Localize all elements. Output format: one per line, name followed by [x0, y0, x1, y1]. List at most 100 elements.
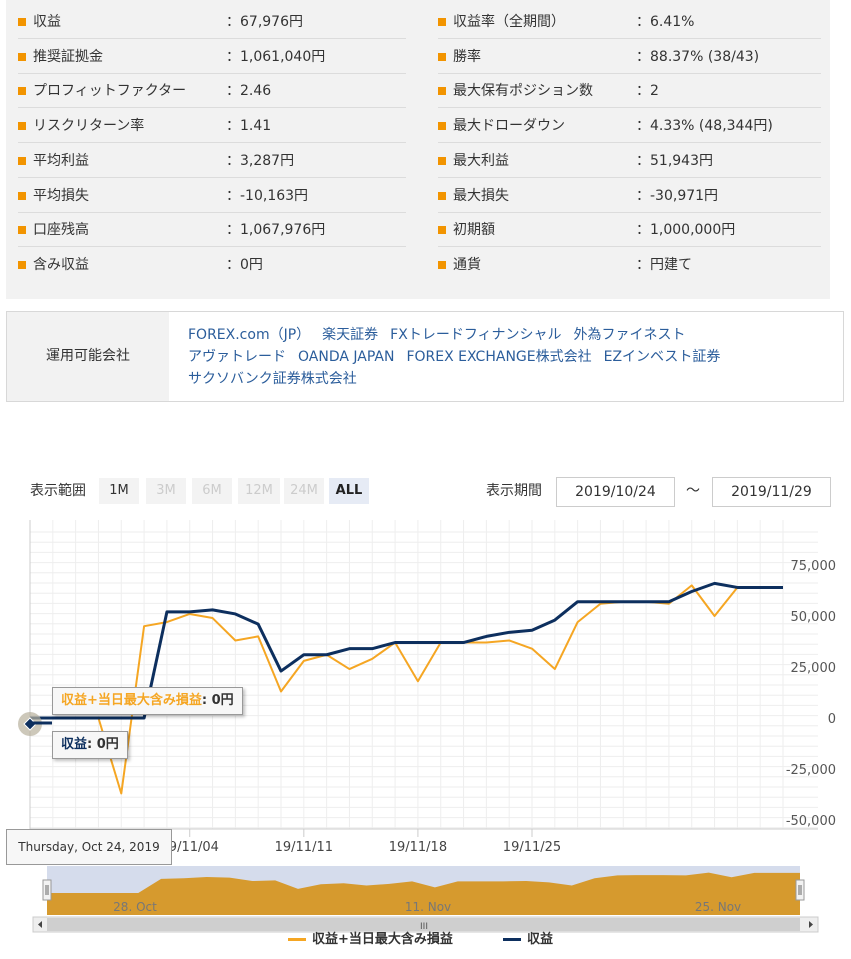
company-link[interactable]: アヴァトレード [188, 349, 286, 365]
stat-row-left-7: 含み収益 ：0円 [6, 248, 406, 282]
scrollbar-thumb[interactable] [47, 918, 800, 931]
tooltip-series2-name: 収益 [61, 737, 88, 752]
bullet-icon [18, 156, 26, 165]
range-button-1m[interactable]: 1M [99, 478, 139, 504]
stat-value: ：2 [636, 83, 659, 100]
stat-value: ：-10,163円 [226, 187, 309, 204]
stat-divider [18, 142, 406, 144]
scroll-left-arrow-icon[interactable] [38, 921, 42, 928]
stat-divider [438, 246, 821, 248]
stat-label: 通貨 [453, 256, 481, 273]
company-link[interactable]: サクソバンク証券株式会社 [188, 371, 357, 387]
bullet-icon [18, 87, 26, 96]
stat-label: リスクリターン率 [33, 118, 145, 135]
range-button-all[interactable]: ALL [329, 478, 369, 504]
stat-label: 含み収益 [33, 256, 89, 273]
stat-divider [438, 72, 821, 74]
stat-row-right-6: 初期額 ：1,000,000円 [426, 213, 821, 248]
x-tooltip: Thursday, Oct 24, 2019 [6, 829, 172, 865]
legend-series2-label: 収益 [527, 932, 554, 947]
stat-divider [18, 107, 406, 109]
stat-label: 平均損失 [33, 187, 89, 204]
stat-divider [438, 211, 821, 213]
bullet-icon [438, 18, 446, 26]
stat-label: 勝率 [453, 48, 481, 65]
tilde: ～ [686, 483, 700, 499]
stat-divider [18, 72, 406, 74]
stat-value: ：2.46 [226, 83, 272, 100]
x-tick-label: 19/11/18 [389, 840, 447, 855]
company-link[interactable]: FOREX.com（JP） [188, 327, 311, 343]
stat-label: 収益 [33, 14, 61, 30]
company-link[interactable]: OANDA JAPAN [298, 349, 395, 365]
stat-value: ：88.37% (38/43) [636, 48, 760, 65]
bullet-icon [18, 260, 26, 269]
stat-label: 収益率（全期間） [453, 14, 565, 30]
scroll-right-arrow-icon[interactable] [809, 921, 813, 928]
stat-row-right-0: 収益率（全期間） ：6.41% [426, 5, 821, 39]
navigator-handle-left[interactable] [42, 879, 52, 901]
bullet-icon [438, 122, 446, 131]
y-tick-label: 0 [828, 712, 836, 727]
tooltip-series2-value: : 0円 [87, 737, 119, 752]
y-tick-label: -25,000 [786, 763, 836, 778]
navigator-handle-right[interactable] [795, 879, 805, 901]
company-header: 運用可能会社 [7, 312, 169, 401]
stat-divider [18, 246, 406, 248]
stat-divider [438, 176, 821, 178]
navigator-label: 28. Oct [113, 900, 157, 914]
company-link[interactable]: 楽天証券 [322, 327, 379, 343]
stat-value: ：1,000,000円 [636, 222, 736, 239]
stat-label: 最大損失 [453, 187, 509, 204]
range-button-24m[interactable]: 24M [284, 478, 324, 504]
legend-series2-swatch [503, 938, 521, 941]
company-link[interactable]: EZインベスト証券 [603, 349, 721, 365]
navigator-label: 11. Nov [405, 900, 451, 914]
tooltip-series1: 収益+当日最大含み損益: 0円 [52, 687, 243, 715]
stat-row-right-5: 最大損失 ：-30,971円 [426, 179, 821, 213]
stat-label: 平均利益 [33, 152, 89, 169]
stat-label: 最大利益 [453, 152, 509, 169]
stat-value: ：円建て [636, 256, 692, 273]
bullet-icon [438, 226, 446, 235]
stat-label: 口座残高 [33, 222, 89, 239]
x-tick-label: 19/11/11 [275, 840, 333, 855]
stat-divider [18, 38, 406, 39]
bullet-icon [438, 260, 446, 269]
stat-row-right-1: 勝率 ：88.37% (38/43) [426, 40, 821, 74]
stat-value: ：3,287円 [226, 152, 295, 169]
period-label: 表示期間 [486, 483, 542, 499]
company-link[interactable]: 外為ファイネスト [573, 327, 686, 343]
y-tick-label: 25,000 [791, 661, 837, 676]
stat-value: ：4.33% (48,344円) [636, 118, 773, 135]
bullet-icon [18, 122, 26, 131]
y-tick-label: 75,000 [791, 559, 837, 574]
stat-divider [18, 211, 406, 213]
scrollbar-grip: III [420, 922, 428, 932]
tooltip-series1-value: : 0円 [201, 693, 234, 708]
range-button-6m[interactable]: 6M [192, 478, 232, 504]
range-button-12m[interactable]: 12M [238, 478, 280, 504]
stat-label: 最大保有ポジション数 [453, 83, 593, 100]
company-link[interactable]: FXトレードフィナンシャル [390, 327, 562, 343]
range-label: 表示範囲 [30, 483, 86, 499]
stat-value: ：-30,971円 [636, 187, 719, 204]
to-date-input[interactable]: 2019/11/29 [712, 477, 831, 507]
stat-value: ：1,067,976円 [226, 222, 326, 239]
range-button-3m[interactable]: 3M [146, 478, 186, 504]
stat-row-right-4: 最大利益 ：51,943円 [426, 144, 821, 178]
bullet-icon [18, 52, 26, 61]
stat-row-left-2: プロフィットファクター ：2.46 [6, 74, 406, 109]
stat-row-right-3: 最大ドローダウン ：4.33% (48,344円) [426, 109, 821, 144]
tooltip-series1-name: 収益+当日最大含み損益 [61, 693, 202, 708]
legend-series2[interactable]: 収益 [503, 930, 553, 950]
bullet-icon [438, 156, 446, 165]
stat-label: 最大ドローダウン [453, 118, 565, 135]
legend-series1[interactable]: 収益+当日最大含み損益 [288, 930, 453, 950]
company-link[interactable]: FOREX EXCHANGE株式会社 [406, 349, 592, 365]
stat-row-left-0: 収益 ：67,976円 [6, 5, 406, 39]
company-list: FOREX.com（JP） 楽天証券 FXトレードフィナンシャル 外為ファイネストアヴ… [188, 324, 828, 390]
stat-divider [438, 142, 821, 144]
from-date-input[interactable]: 2019/10/24 [556, 477, 675, 507]
